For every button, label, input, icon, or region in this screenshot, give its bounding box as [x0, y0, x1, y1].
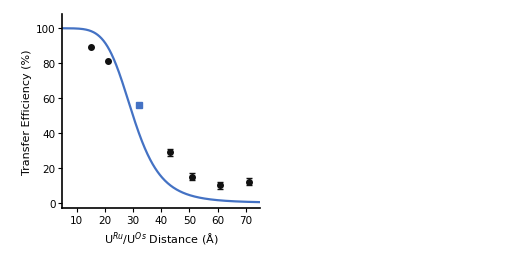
X-axis label: U$^{Ru}$/U$^{Os}$ Distance (Å): U$^{Ru}$/U$^{Os}$ Distance (Å) [104, 229, 218, 247]
Y-axis label: Transfer Efficiency (%): Transfer Efficiency (%) [22, 49, 32, 174]
